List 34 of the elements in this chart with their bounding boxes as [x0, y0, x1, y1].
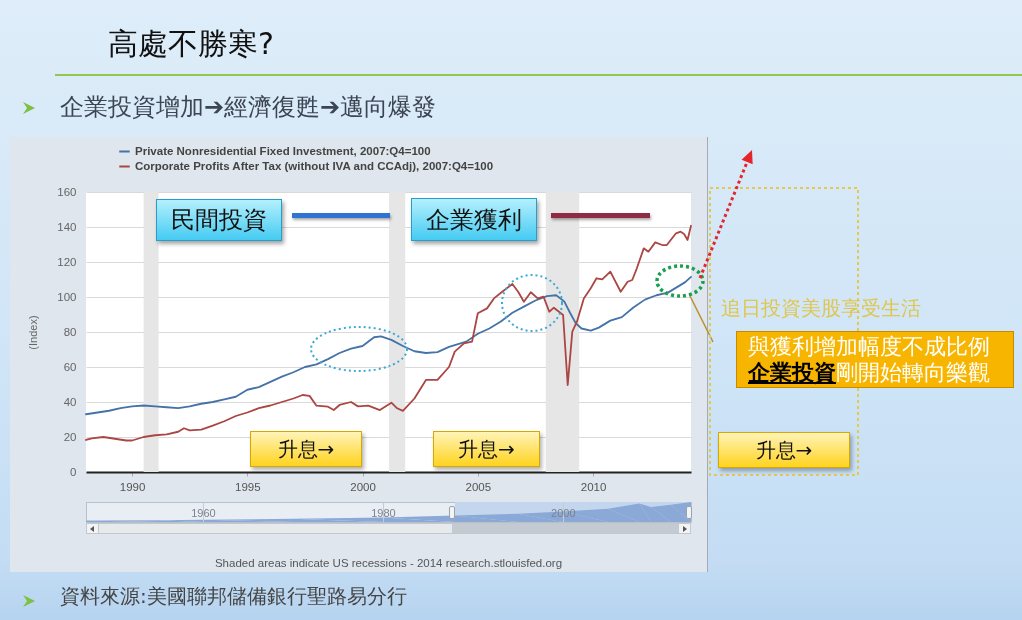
x-tick-label: 1990 — [119, 480, 146, 493]
text: Shaded areas indicate US recessions - 2014 research.stlouisfed.org — [213, 556, 564, 570]
source-note: 資料來源:美國聯邦儲備銀行聖路易分行 — [60, 584, 407, 608]
text: 追日投資美股享受生活 — [721, 296, 921, 320]
legend-label: Corporate Profits After Tax (without IVA and CCAdj), 2007:Q4=100 — [135, 159, 494, 172]
x-tick-label: 2000 — [350, 480, 376, 493]
x-tick-label: 2010 — [580, 480, 607, 493]
text: 升息→ — [718, 432, 850, 468]
y-tick-label: 140 — [57, 220, 77, 233]
annotation: 升息→ — [433, 431, 540, 467]
legend-label: Private Nonresidential Fixed Investment, 2007:Q4=100 — [135, 144, 431, 157]
y-tick-label: 120 — [57, 255, 77, 268]
y-tick-label: 60 — [63, 360, 77, 373]
y-tick-label: 40 — [63, 395, 77, 408]
y-tick-label: 160 — [57, 185, 77, 198]
x-tick-label: 2005 — [465, 480, 492, 493]
x-tick-label: 1980 — [371, 506, 396, 519]
y-tick-label: 80 — [63, 325, 77, 338]
y-tick-label: 100 — [57, 290, 77, 303]
chart-subtitle: 企業投資增加➔經濟復甦➔邁向爆發 — [60, 92, 437, 123]
y-tick-label: 0 — [70, 465, 77, 478]
y-axis-title: (Index) — [27, 315, 40, 350]
annotation: 升息→ — [250, 431, 362, 467]
text: 企業投資 — [748, 360, 836, 386]
chart-title: 高處不勝寒? — [108, 25, 274, 63]
annotation: 企業獲利 — [411, 198, 537, 241]
x-tick-label: 1960 — [191, 506, 216, 519]
text: 剛開始轉向樂觀 — [836, 360, 990, 386]
x-tick-label: 2000 — [551, 506, 576, 519]
annotation: 民間投資 — [156, 199, 282, 241]
line-series — [85, 275, 692, 416]
y-tick-label: 20 — [63, 430, 77, 443]
text: 與獲利增加幅度不成比例 — [748, 334, 990, 360]
x-tick-label: 1995 — [235, 480, 261, 493]
